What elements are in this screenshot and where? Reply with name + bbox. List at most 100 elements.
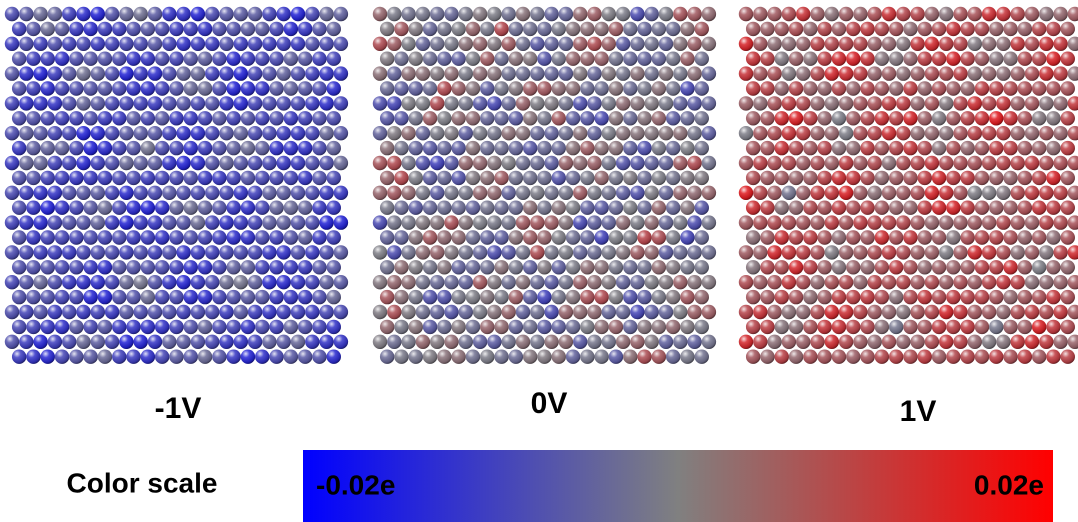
atom-shading xyxy=(939,155,954,171)
atom-shading xyxy=(846,200,861,215)
atom-shading xyxy=(240,140,256,156)
atom-shading xyxy=(924,36,940,51)
atom-shading xyxy=(996,334,1011,349)
atom-shading xyxy=(205,245,220,260)
atom-shading xyxy=(83,289,98,305)
atom-shading xyxy=(824,304,839,320)
atom-shading xyxy=(874,349,890,364)
atom-shading xyxy=(651,349,667,364)
atom-shading xyxy=(630,215,645,230)
atom-shading xyxy=(247,304,263,320)
atom-shading xyxy=(939,66,954,81)
atom-shading xyxy=(269,111,284,126)
atom-shading xyxy=(673,275,688,290)
atom-shading xyxy=(996,155,1011,171)
atom-shading xyxy=(644,245,659,260)
atom-shading xyxy=(26,349,41,364)
atom-shading xyxy=(846,51,861,66)
atom-shading xyxy=(745,289,761,305)
atom-shading xyxy=(630,126,645,141)
atom-shading xyxy=(297,260,313,275)
atom-shading xyxy=(269,200,284,215)
atom-shading xyxy=(480,260,495,275)
atom-shading xyxy=(939,185,954,200)
atom-shading xyxy=(326,200,341,215)
atom-shading xyxy=(860,170,875,186)
atom-shading xyxy=(372,6,388,22)
atom-shading xyxy=(974,21,990,37)
atom-shading xyxy=(69,230,84,245)
atom-shading xyxy=(1060,349,1075,364)
atom-shading xyxy=(551,200,566,215)
atom-shading xyxy=(140,81,156,96)
atom-shading xyxy=(551,111,566,126)
atom-shading xyxy=(247,126,263,141)
atom-shading xyxy=(910,245,925,260)
color-scale-max: 0.02e xyxy=(974,469,1044,500)
atom-shading xyxy=(996,126,1011,141)
atom-shading xyxy=(494,349,509,364)
atom-shading xyxy=(644,155,659,171)
atom-shading xyxy=(494,289,509,305)
atom-shading xyxy=(176,275,191,290)
atom-shading xyxy=(753,96,768,111)
atom-shading xyxy=(104,36,120,51)
atom-shading xyxy=(176,245,191,260)
atom-shading xyxy=(981,36,997,51)
atom-shading xyxy=(119,334,134,349)
atom-shading xyxy=(326,140,341,156)
atom-shading xyxy=(515,96,531,111)
atom-shading xyxy=(838,66,854,81)
atom-shading xyxy=(262,215,277,230)
atom-shading xyxy=(615,96,631,111)
atom-shading xyxy=(774,349,789,364)
atom-shading xyxy=(465,349,481,364)
atom-shading xyxy=(47,215,63,230)
atom-shading xyxy=(824,245,839,260)
atom-shading xyxy=(565,81,581,96)
atom-shading xyxy=(981,215,997,230)
atom-shading xyxy=(846,111,861,126)
atom-shading xyxy=(212,170,227,186)
atom-shading xyxy=(480,21,495,37)
atom-shading xyxy=(430,215,445,230)
atom-shading xyxy=(480,140,495,156)
atom-shading xyxy=(262,304,277,320)
atom-shading xyxy=(47,155,63,171)
atom-shading xyxy=(394,51,409,66)
atom-shading xyxy=(183,21,198,37)
atom-shading xyxy=(867,275,882,290)
atom-shading xyxy=(803,289,818,305)
atom-shading xyxy=(946,111,961,126)
atom-shading xyxy=(326,349,341,364)
lattice-panels xyxy=(4,6,1078,364)
atom-shading xyxy=(946,260,961,275)
atom-shading xyxy=(623,21,638,37)
atom-shading xyxy=(867,304,882,320)
atom-shading xyxy=(587,36,602,51)
atom-shading xyxy=(1017,170,1033,186)
atom-shading xyxy=(544,36,559,51)
atom-shading xyxy=(169,230,184,245)
atom-shading xyxy=(169,51,184,66)
atom-shading xyxy=(967,155,982,171)
atom-shading xyxy=(508,170,524,186)
atom-shading xyxy=(701,155,717,171)
atom-shading xyxy=(379,111,395,126)
atom-shading xyxy=(69,319,84,335)
atom-shading xyxy=(803,230,818,245)
atom-shading xyxy=(240,81,256,96)
atom-shading xyxy=(903,21,918,37)
atom-shading xyxy=(767,245,782,260)
atom-shading xyxy=(565,21,581,37)
atom-shading xyxy=(753,155,768,171)
atom-shading xyxy=(1010,304,1025,320)
atom-shading xyxy=(558,185,574,200)
atom-shading xyxy=(472,185,488,200)
atom-shading xyxy=(824,334,839,349)
atom-shading xyxy=(580,289,595,305)
atom-shading xyxy=(745,200,761,215)
atom-shading xyxy=(910,66,925,81)
atom-shading xyxy=(974,230,990,245)
atom-shading xyxy=(508,319,524,335)
